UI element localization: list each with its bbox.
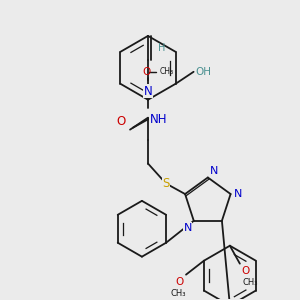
Text: OH: OH bbox=[196, 67, 211, 77]
Text: CH₃: CH₃ bbox=[242, 278, 258, 286]
Text: CH₃: CH₃ bbox=[170, 289, 186, 298]
Text: O: O bbox=[142, 67, 150, 77]
Text: N: N bbox=[234, 189, 242, 199]
Text: H: H bbox=[158, 43, 165, 53]
Text: O: O bbox=[176, 277, 184, 286]
Text: S: S bbox=[162, 177, 169, 190]
Text: N: N bbox=[183, 223, 192, 233]
Text: N: N bbox=[210, 167, 218, 176]
Text: O: O bbox=[117, 115, 126, 128]
Text: O: O bbox=[242, 266, 250, 276]
Text: CH₃: CH₃ bbox=[160, 67, 174, 76]
Text: N: N bbox=[144, 85, 152, 98]
Text: NH: NH bbox=[150, 113, 167, 126]
